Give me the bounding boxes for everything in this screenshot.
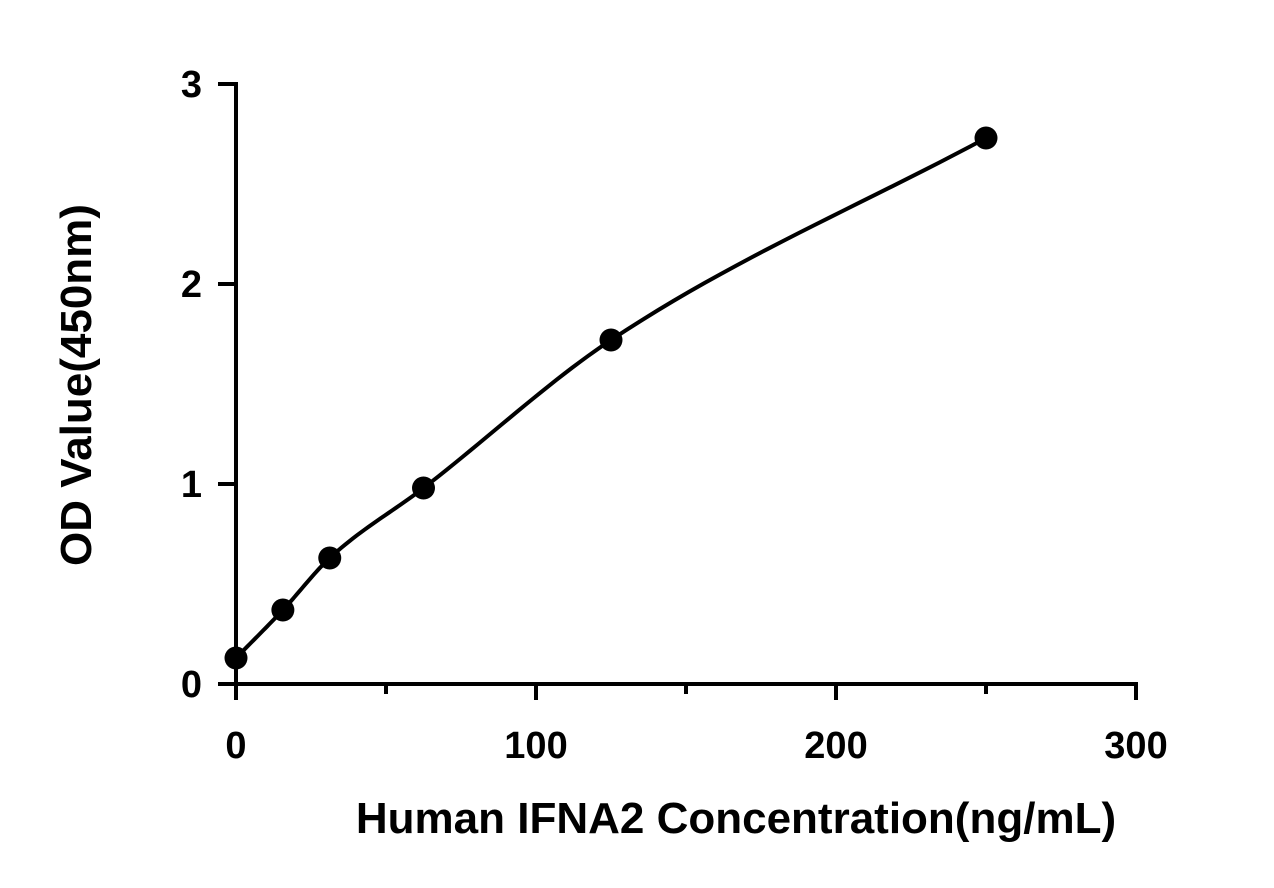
x-tick-label: 200	[804, 725, 867, 767]
y-tick-label: 1	[181, 464, 202, 506]
x-axis-title: Human IFNA2 Concentration(ng/mL)	[356, 794, 1116, 843]
data-point	[974, 126, 998, 150]
data-point	[412, 476, 435, 500]
data-point	[599, 328, 623, 352]
y-tick-label: 0	[181, 664, 202, 706]
y-axis-title: OD Value(450nm)	[52, 204, 101, 566]
fit-curve	[234, 136, 987, 660]
data-point	[271, 598, 295, 622]
data-point	[224, 646, 248, 670]
data-points-layer	[224, 126, 998, 670]
y-tick-label: 2	[181, 264, 202, 306]
axes: 0 100 200 300 0 1 2 3	[181, 64, 1168, 767]
fit-curve-layer	[234, 136, 987, 660]
x-tick-label: 300	[1104, 725, 1167, 767]
x-tick-label: 100	[504, 725, 567, 767]
x-tick-label: 0	[225, 725, 246, 767]
y-tick-label: 3	[181, 64, 202, 106]
data-point	[318, 546, 342, 570]
